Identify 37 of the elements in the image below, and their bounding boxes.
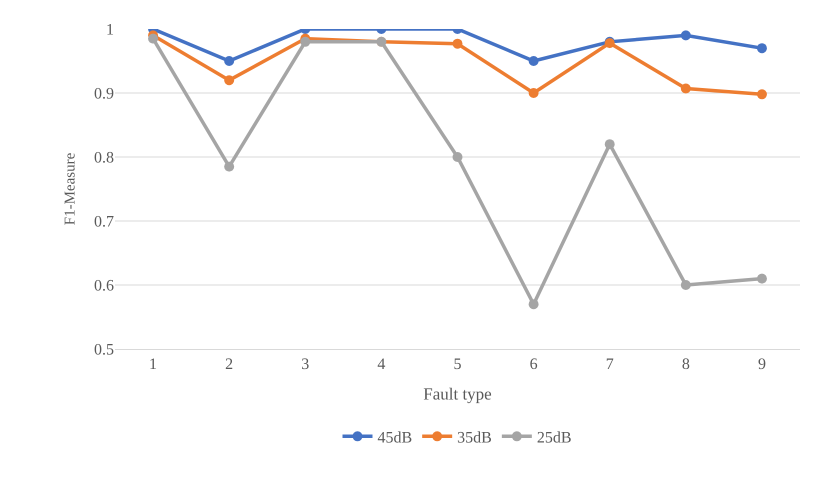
- y-tick-label: 0.6: [94, 278, 114, 295]
- x-tick-label: 8: [682, 356, 690, 374]
- y-axis-title: F1-Measure: [62, 152, 78, 226]
- point: [756, 89, 767, 100]
- legend-label: 25dB: [536, 430, 572, 447]
- point: [680, 30, 691, 40]
- legend-label: 45dB: [378, 430, 412, 447]
- x-tick-label: 4: [377, 356, 386, 374]
- point: [528, 56, 539, 66]
- y-tick-label: 0.5: [94, 342, 114, 359]
- y-tick-label: 1: [106, 22, 114, 39]
- x-tick-label: 1: [149, 356, 158, 374]
- x-tick-label: 3: [301, 356, 310, 374]
- point: [528, 299, 539, 310]
- legend-label: 35dB: [457, 430, 492, 447]
- point: [300, 36, 310, 47]
- x-tick-label: 2: [225, 356, 234, 374]
- point: [452, 38, 462, 49]
- point: [148, 34, 158, 44]
- x-tick-label: 6: [530, 356, 538, 374]
- point: [680, 280, 691, 290]
- y-tick-label: 0.8: [94, 150, 114, 167]
- point: [452, 152, 462, 162]
- point: [528, 88, 539, 98]
- point: [604, 139, 615, 150]
- point: [680, 84, 691, 94]
- point: [756, 43, 767, 54]
- point: [224, 162, 234, 172]
- x-tick-label: 7: [606, 356, 614, 374]
- x-axis-title: Fault type: [423, 384, 492, 404]
- point: [756, 274, 767, 284]
- y-tick-label: 0.7: [94, 214, 114, 231]
- point: [224, 56, 234, 66]
- point: [224, 75, 234, 86]
- x-tick-label: 5: [454, 356, 462, 374]
- x-tick-label: 9: [758, 356, 766, 374]
- y-tick-label: 0.9: [94, 86, 114, 103]
